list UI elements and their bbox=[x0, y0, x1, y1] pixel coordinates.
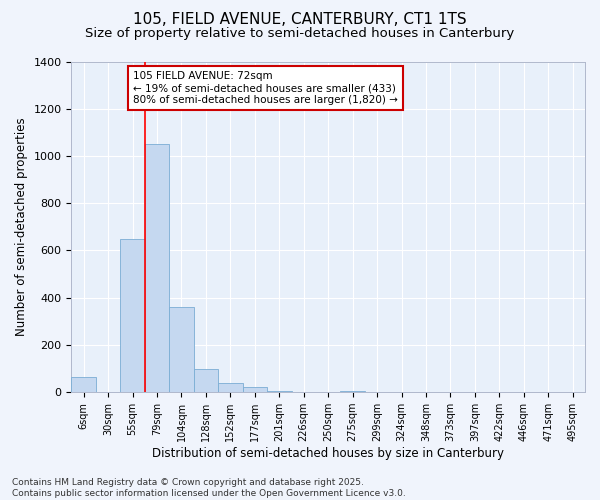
Bar bbox=[71, 377, 96, 392]
Bar bbox=[340, 391, 365, 392]
X-axis label: Distribution of semi-detached houses by size in Canterbury: Distribution of semi-detached houses by … bbox=[152, 447, 504, 460]
Bar bbox=[194, 368, 218, 392]
Y-axis label: Number of semi-detached properties: Number of semi-detached properties bbox=[15, 118, 28, 336]
Text: Size of property relative to semi-detached houses in Canterbury: Size of property relative to semi-detach… bbox=[85, 28, 515, 40]
Bar bbox=[145, 144, 169, 392]
Bar bbox=[121, 238, 145, 392]
Text: Contains HM Land Registry data © Crown copyright and database right 2025.
Contai: Contains HM Land Registry data © Crown c… bbox=[12, 478, 406, 498]
Text: 105 FIELD AVENUE: 72sqm
← 19% of semi-detached houses are smaller (433)
80% of s: 105 FIELD AVENUE: 72sqm ← 19% of semi-de… bbox=[133, 72, 398, 104]
Bar bbox=[218, 383, 242, 392]
Text: 105, FIELD AVENUE, CANTERBURY, CT1 1TS: 105, FIELD AVENUE, CANTERBURY, CT1 1TS bbox=[133, 12, 467, 28]
Bar bbox=[267, 391, 292, 392]
Bar bbox=[169, 307, 194, 392]
Bar bbox=[242, 388, 267, 392]
